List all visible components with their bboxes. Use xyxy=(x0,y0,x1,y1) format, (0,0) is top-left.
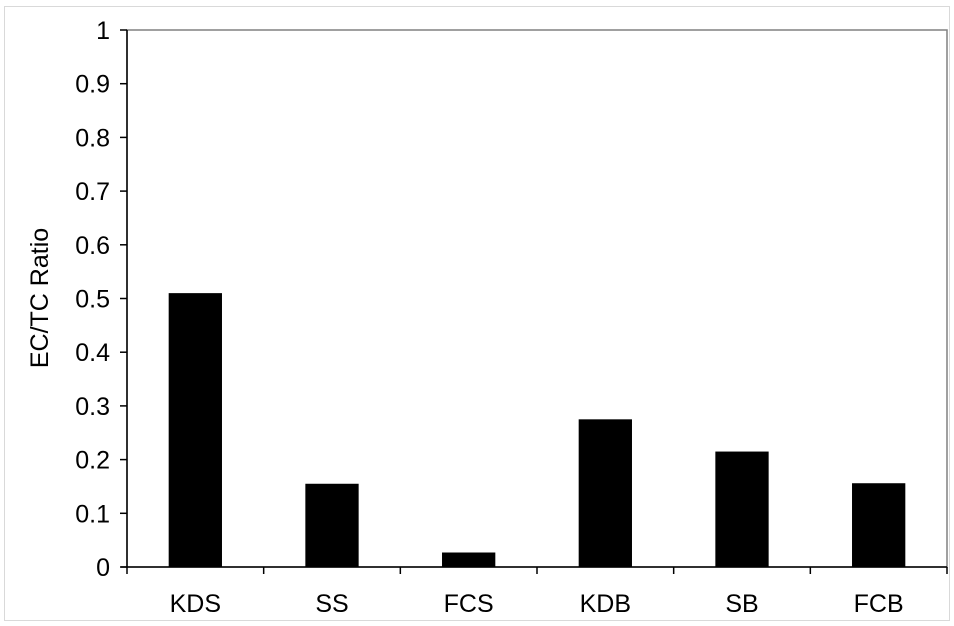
y-tick-label: 0.7 xyxy=(75,178,110,206)
y-tick-label: 0.4 xyxy=(75,339,110,367)
axes-layer xyxy=(120,29,948,574)
y-axis-title: EC/TC Ratio xyxy=(26,228,54,368)
y-tick-label: 0.2 xyxy=(75,447,110,475)
bar-sb xyxy=(715,451,769,567)
x-category-label: KDS xyxy=(170,590,221,618)
y-tick-label: 0.6 xyxy=(75,232,110,260)
y-tick-label: 0.1 xyxy=(75,500,110,528)
y-tick-label: 1 xyxy=(96,17,110,45)
bar-kdb xyxy=(578,419,632,567)
plot-area-frame xyxy=(126,29,948,568)
bar-fcs xyxy=(442,552,496,567)
y-tick-label: 0 xyxy=(96,554,110,582)
y-tick-label: 0.5 xyxy=(75,286,110,314)
x-category-label: FCS xyxy=(444,590,494,618)
labels-layer: 0 0.1 0.2 0.3 0.4 0.5 0.6 0.7 0.8 0.9 1 KDS SS FCS KDB… xyxy=(75,17,903,618)
x-category-label: SS xyxy=(315,590,348,618)
bar-fcb xyxy=(852,483,906,567)
bar-ss xyxy=(305,483,359,567)
x-category-label: FCB xyxy=(854,590,904,618)
x-category-label: SB xyxy=(725,590,758,618)
y-tick-label: 0.3 xyxy=(75,393,110,421)
x-category-label: KDB xyxy=(580,590,631,618)
y-tick-label: 0.9 xyxy=(75,71,110,99)
bar-kds xyxy=(168,293,222,567)
bars-layer xyxy=(168,293,906,567)
y-tick-label: 0.8 xyxy=(75,124,110,152)
